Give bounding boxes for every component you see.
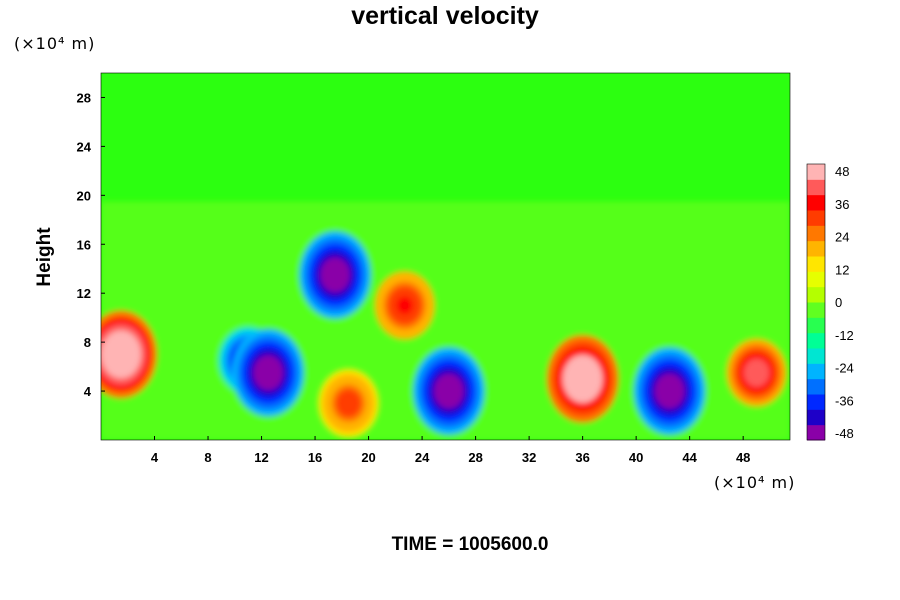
x-tick-label: 36 — [575, 450, 589, 465]
y-tick-label: 4 — [84, 384, 92, 399]
plot-area — [101, 73, 790, 440]
colorbar-swatch — [807, 409, 825, 426]
colorbar: 48 36 24 12 0 -12 -24 -36 -48 — [806, 163, 854, 441]
y-tick-label: 20 — [77, 188, 91, 203]
colorbar-swatch — [807, 194, 825, 211]
colorbar-swatch — [807, 378, 825, 395]
contour-cell — [374, 271, 435, 340]
colorbar-swatch — [807, 332, 825, 349]
x-tick-label: 28 — [468, 450, 482, 465]
x-tick-label: 12 — [254, 450, 268, 465]
colorbar-frame — [806, 163, 826, 441]
contour-level — [439, 380, 459, 402]
plot-frame — [100, 72, 791, 441]
colorbar-label: -12 — [835, 328, 854, 343]
contour-level — [573, 368, 592, 390]
contour-level — [325, 264, 345, 286]
x-tick-label: 16 — [308, 450, 322, 465]
colorbar-swatch — [807, 179, 825, 196]
x-axis-ticks: 4 8 12 16 20 24 28 32 36 40 44 48 — [151, 436, 750, 465]
y-tick-label: 8 — [84, 335, 91, 350]
contour-level — [258, 362, 278, 384]
colorbar-swatch — [807, 240, 825, 257]
contour-cell — [232, 328, 305, 417]
contour-level — [340, 394, 357, 413]
colorbar-label: 12 — [835, 262, 849, 277]
colorbar-swatch — [807, 302, 825, 318]
colorbar-swatch — [807, 210, 825, 226]
colorbar-label: -48 — [835, 426, 854, 441]
colorbar-swatch — [807, 363, 825, 380]
contour-level — [748, 363, 765, 382]
y-tick-label: 16 — [77, 237, 91, 252]
x-tick-label: 8 — [204, 450, 211, 465]
colorbar-label: 24 — [835, 230, 849, 245]
contour-cell — [633, 347, 706, 436]
contour-cell — [412, 347, 485, 436]
colorbar-swatch — [807, 286, 825, 303]
contour-level — [111, 343, 131, 366]
contour-cell — [101, 310, 158, 399]
x-tick-label: 32 — [522, 450, 536, 465]
y-tick-label: 28 — [77, 90, 91, 105]
colorbar-swatch — [807, 394, 825, 410]
colorbar-label: -36 — [835, 393, 854, 408]
contour-cell — [318, 369, 379, 438]
y-axis-ticks: 4 8 12 16 20 24 28 — [77, 90, 105, 399]
contour-level — [396, 296, 414, 315]
colorbar-swatch — [807, 164, 825, 180]
y-axis-label: Height — [34, 227, 55, 287]
colorbar-swatch — [807, 225, 825, 242]
y-tick-label: 12 — [77, 286, 91, 301]
colorbar-label: 0 — [835, 295, 842, 310]
x-tick-label: 40 — [629, 450, 643, 465]
contour-cell — [726, 338, 787, 407]
colorbar-swatch — [807, 348, 825, 364]
x-tick-label: 48 — [736, 450, 750, 465]
colorbar-swatch — [807, 271, 825, 288]
colorbar-label: 48 — [835, 164, 849, 179]
time-annotation: TIME = 1005600.0 — [392, 534, 549, 555]
x-axis-unit: (×10⁴ m) — [714, 473, 795, 492]
colorbar-label: -24 — [835, 361, 854, 376]
x-tick-label: 24 — [415, 450, 430, 465]
contour-cell — [546, 334, 619, 423]
colorbar-swatch — [807, 256, 825, 272]
contour-level — [660, 380, 679, 402]
colorbar-swatch — [807, 424, 825, 441]
y-axis-unit: (×10⁴ m) — [14, 34, 95, 53]
contour-field — [101, 201, 790, 440]
chart-title: vertical velocity — [351, 2, 539, 30]
x-tick-label: 44 — [682, 450, 697, 465]
colorbar-label: 36 — [835, 197, 849, 212]
y-tick-label: 24 — [77, 139, 92, 154]
contour-cell — [299, 230, 372, 319]
colorbar-swatch — [807, 317, 825, 334]
x-tick-label: 20 — [361, 450, 375, 465]
x-tick-label: 4 — [151, 450, 159, 465]
